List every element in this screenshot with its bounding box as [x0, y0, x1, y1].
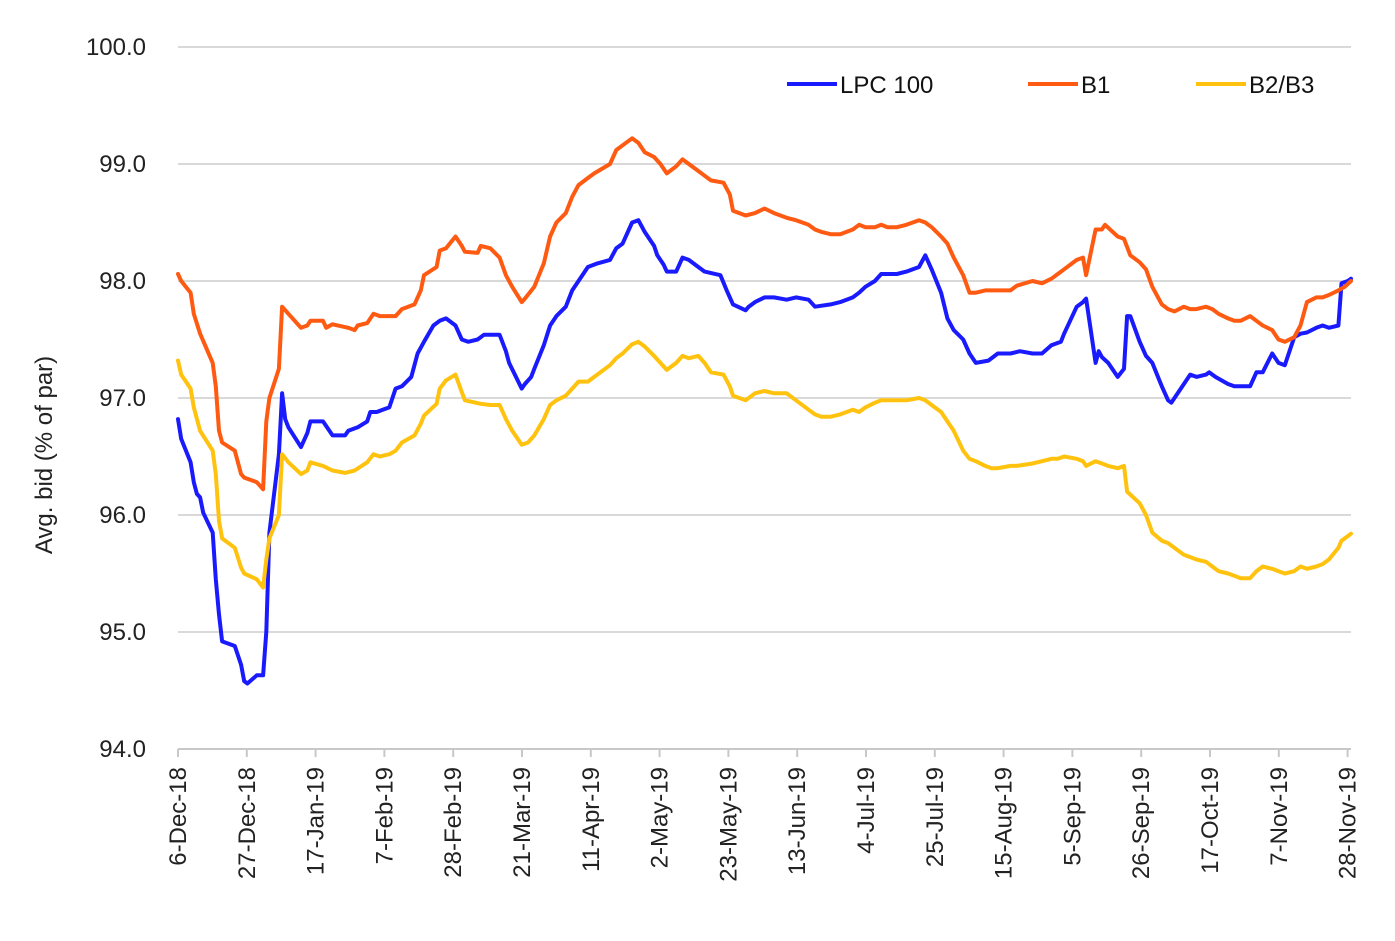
x-tick-label: 15-Aug-19 — [991, 767, 1018, 879]
x-tick-label: 28-Nov-19 — [1335, 767, 1362, 879]
y-tick-label: 100.0 — [86, 34, 146, 61]
x-tick-label: 26-Sep-19 — [1128, 767, 1155, 879]
y-tick-label: 96.0 — [99, 502, 146, 529]
x-axis-tick-labels: 6-Dec-18 27-Dec-18 17-Jan-19 7-Feb-19 28-Feb… — [165, 749, 1362, 882]
legend-label: B1 — [1081, 72, 1110, 99]
x-tick-label: 23-May-19 — [715, 767, 742, 882]
x-tick-label: 6-Dec-18 — [165, 767, 192, 866]
x-tick-label: 4-Jul-19 — [853, 767, 880, 854]
x-tick-label: 2-May-19 — [647, 767, 674, 868]
x-tick-label: 7-Nov-19 — [1266, 767, 1293, 866]
series-line-1 — [176, 136, 1353, 492]
y-axis-tick-labels: 94.0 95.0 96.0 97.0 98.0 99.0 100.0 — [86, 34, 146, 763]
y-tick-label: 95.0 — [99, 619, 146, 646]
y-tick-label: 94.0 — [99, 736, 146, 763]
x-tick-label: 27-Dec-18 — [234, 767, 261, 879]
y-tick-label: 98.0 — [99, 268, 146, 295]
y-tick-label: 99.0 — [99, 151, 146, 178]
x-tick-label: 11-Apr-19 — [578, 767, 605, 872]
legend: LPC 100 B1 B2/B3 — [787, 72, 1314, 99]
x-tick-label: 13-Jun-19 — [784, 767, 811, 875]
series-line-0 — [176, 218, 1353, 686]
gridlines — [178, 46, 1351, 633]
x-tick-label: 25-Jul-19 — [922, 767, 949, 867]
series-line-2 — [176, 339, 1353, 590]
x-tick-label: 7-Feb-19 — [371, 767, 398, 864]
series-lines — [176, 136, 1353, 686]
legend-label: B2/B3 — [1249, 72, 1314, 99]
x-tick-label: 5-Sep-19 — [1059, 767, 1086, 866]
x-tick-label: 28-Feb-19 — [440, 767, 467, 878]
x-tick-label: 17-Jan-19 — [303, 767, 330, 875]
y-axis-title: Avg. bid (% of par) — [31, 356, 58, 554]
x-tick-label: 17-Oct-19 — [1197, 767, 1224, 874]
legend-label: LPC 100 — [840, 72, 933, 99]
y-tick-label: 97.0 — [99, 385, 146, 412]
x-tick-label: 21-Mar-19 — [509, 767, 536, 878]
